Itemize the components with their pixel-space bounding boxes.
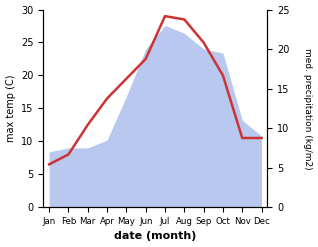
Y-axis label: med. precipitation (kg/m2): med. precipitation (kg/m2) — [303, 48, 313, 169]
X-axis label: date (month): date (month) — [114, 231, 197, 242]
Y-axis label: max temp (C): max temp (C) — [5, 75, 16, 142]
